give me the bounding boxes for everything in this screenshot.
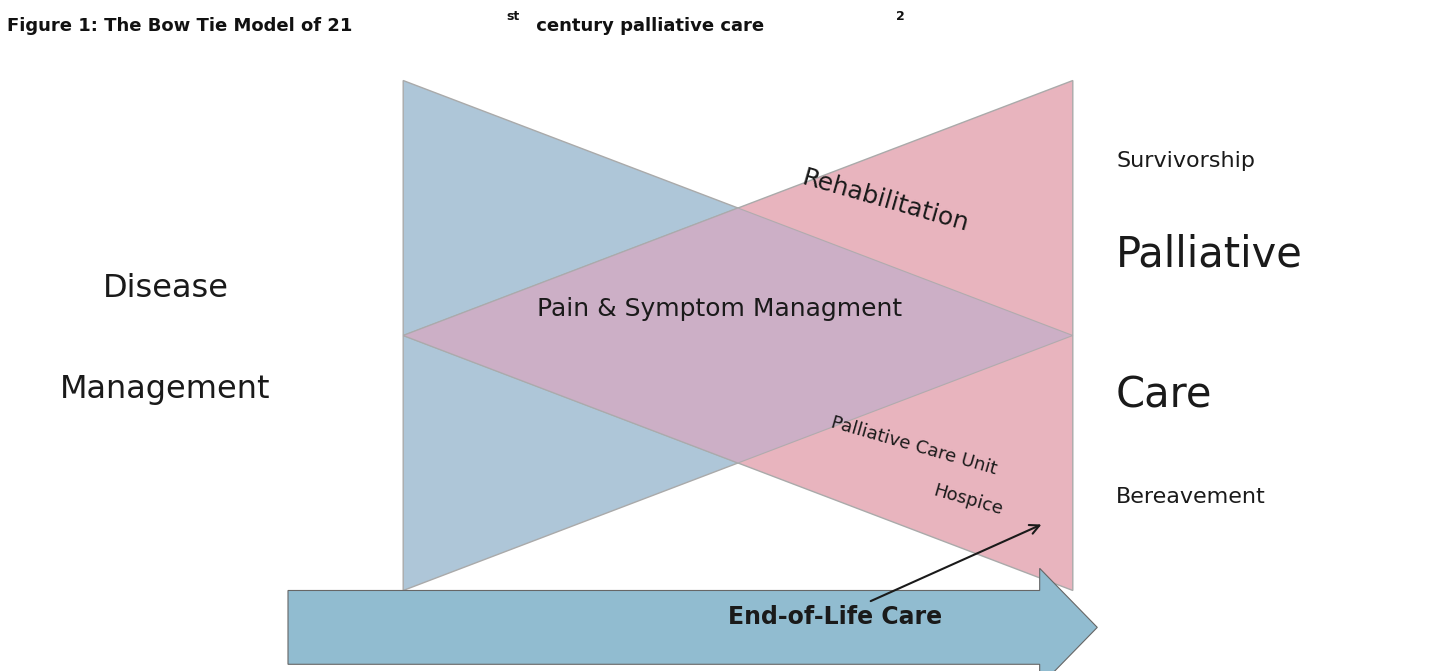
Polygon shape xyxy=(403,81,1073,590)
Text: Care: Care xyxy=(1116,375,1212,417)
Text: Rehabilitation: Rehabilitation xyxy=(799,166,972,237)
Text: Pain & Symptom Managment: Pain & Symptom Managment xyxy=(537,297,903,321)
Text: 2: 2 xyxy=(896,10,904,23)
Text: Bereavement: Bereavement xyxy=(1116,486,1266,507)
Text: Disease: Disease xyxy=(102,273,229,304)
Text: Hospice: Hospice xyxy=(930,481,1005,519)
Text: st: st xyxy=(507,10,520,23)
Text: century palliative care: century palliative care xyxy=(530,17,765,35)
Text: End-of-Life Care: End-of-Life Care xyxy=(729,525,1040,629)
Text: Palliative Care Unit: Palliative Care Unit xyxy=(829,414,999,478)
Text: Figure 1: The Bow Tie Model of 21: Figure 1: The Bow Tie Model of 21 xyxy=(7,17,353,35)
FancyArrow shape xyxy=(288,568,1097,671)
Polygon shape xyxy=(403,208,1073,463)
Text: Survivorship: Survivorship xyxy=(1116,151,1256,171)
Text: Palliative: Palliative xyxy=(1116,234,1303,276)
Text: Management: Management xyxy=(60,374,271,405)
Polygon shape xyxy=(403,81,1073,590)
